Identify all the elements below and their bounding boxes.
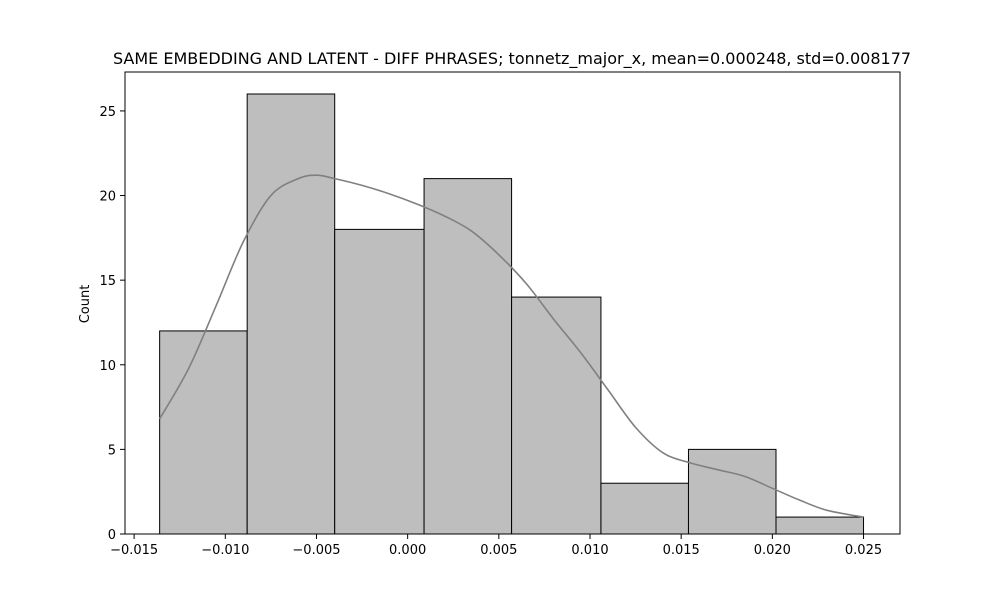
histogram-bar-7 (687, 448, 777, 535)
y-tick-label-1: 0 (108, 528, 116, 543)
x-tick-label-4: 0.000 (389, 543, 426, 558)
x-tick-label-8: 0.020 (754, 543, 791, 558)
y-tick-label-6: 25 (99, 105, 116, 120)
histogram-bar-4 (423, 178, 513, 535)
histogram-bar-2 (246, 93, 336, 535)
histogram-bar-3 (334, 228, 425, 535)
y-tick-label-3: 10 (99, 359, 116, 374)
axes-frame (124, 71, 901, 535)
histogram-bar-6 (600, 482, 689, 535)
kde-curve (158, 174, 864, 518)
x-tick-label-1: −0.015 (110, 543, 158, 558)
chart-title: SAME EMBEDDING AND LATENT - DIFF PHRASES… (113, 49, 911, 69)
x-tick-label-2: −0.010 (201, 543, 249, 558)
y-axis-ticks: 0 5 10 15 20 25 (99, 105, 125, 543)
histogram-bar-1 (159, 330, 248, 535)
x-tick-label-7: 0.015 (663, 543, 700, 558)
x-tick-label-3: −0.005 (292, 543, 340, 558)
y-tick-label-2: 5 (108, 443, 116, 458)
x-tick-label-9: 0.025 (845, 543, 882, 558)
histogram-bars (159, 93, 865, 535)
y-tick-label-5: 20 (99, 190, 116, 205)
histogram-bar-8 (775, 516, 865, 535)
x-axis-ticks: −0.015 −0.010 −0.005 0.000 0.005 0.010 0.015 0.… (110, 534, 882, 558)
y-axis-label: Count (78, 285, 93, 324)
x-tick-label-6: 0.010 (571, 543, 608, 558)
x-tick-label-5: 0.005 (480, 543, 517, 558)
y-tick-label-4: 15 (99, 274, 116, 289)
histogram-bar-5 (511, 296, 602, 535)
